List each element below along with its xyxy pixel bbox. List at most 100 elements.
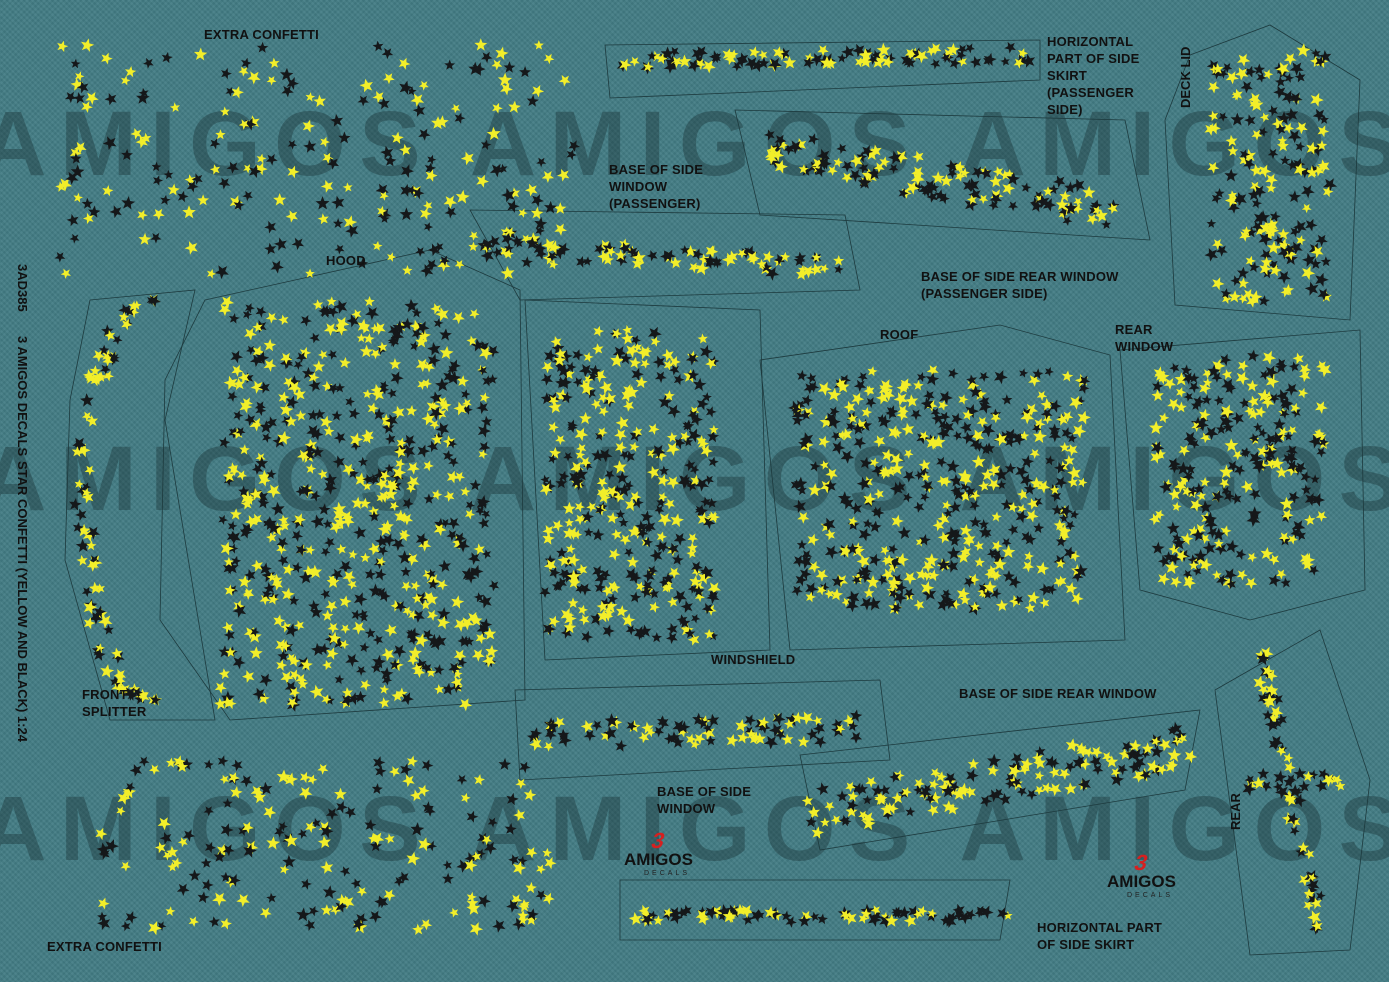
star-confetti-mark: [1004, 436, 1016, 448]
star-confetti-mark: [1219, 478, 1230, 489]
star-confetti-mark: [863, 587, 875, 598]
star-confetti-mark: [488, 580, 500, 592]
star-confetti-mark: [299, 483, 313, 498]
star-confetti-mark: [335, 316, 350, 331]
star-confetti-mark: [476, 174, 489, 188]
star-confetti-mark: [1317, 159, 1329, 171]
star-confetti-mark: [799, 567, 812, 581]
star-confetti-mark: [1320, 256, 1332, 267]
star-confetti-mark: [468, 241, 479, 252]
star-confetti-mark: [478, 517, 490, 529]
star-confetti-mark: [595, 505, 605, 515]
star-confetti-mark: [625, 567, 639, 582]
star-confetti-mark: [487, 235, 501, 249]
star-confetti-mark: [270, 573, 283, 585]
star-confetti-mark: [1309, 164, 1319, 175]
star-confetti-mark: [258, 692, 270, 705]
star-confetti-mark: [677, 475, 692, 490]
star-confetti-mark: [111, 651, 125, 664]
star-confetti-mark: [937, 558, 951, 571]
star-confetti-mark: [617, 483, 632, 497]
star-confetti-mark: [576, 443, 587, 454]
star-confetti-mark: [949, 57, 961, 70]
star-confetti-mark: [160, 194, 171, 206]
star-confetti-mark: [356, 886, 368, 897]
star-confetti-mark: [1230, 493, 1242, 505]
star-confetti-mark: [405, 552, 419, 566]
star-confetti-mark: [1027, 591, 1041, 604]
star-confetti-mark: [970, 429, 985, 443]
star-confetti-mark: [656, 53, 668, 65]
star-confetti-mark: [305, 92, 316, 102]
star-confetti-mark: [326, 296, 337, 307]
star-confetti-mark: [230, 508, 242, 520]
star-confetti-mark: [1219, 464, 1234, 479]
logo-sub: DECALS: [1127, 892, 1174, 899]
star-confetti-mark: [1253, 185, 1267, 199]
star-confetti-mark: [332, 218, 344, 229]
star-confetti-mark: [1063, 454, 1075, 466]
star-confetti-mark: [879, 914, 893, 929]
star-confetti-mark: [295, 673, 307, 686]
star-confetti-mark: [1243, 158, 1256, 171]
star-confetti-mark: [1159, 480, 1173, 494]
star-confetti-mark: [832, 440, 846, 455]
star-confetti-mark: [412, 187, 425, 200]
star-confetti-mark: [1259, 249, 1273, 262]
star-confetti-mark: [964, 485, 976, 497]
star-confetti-mark: [965, 404, 979, 419]
star-confetti-mark: [359, 323, 370, 334]
star-confetti-mark: [991, 588, 1002, 600]
star-confetti-mark: [1256, 72, 1267, 83]
star-confetti-mark: [1315, 511, 1328, 522]
star-confetti-mark: [1315, 234, 1328, 247]
star-confetti-mark: [1075, 755, 1085, 766]
star-confetti-mark: [937, 512, 950, 526]
star-confetti-mark: [869, 457, 880, 468]
star-confetti-mark: [348, 407, 361, 420]
star-confetti-mark: [952, 430, 963, 441]
star-confetti-mark: [1128, 760, 1141, 774]
star-confetti-mark: [590, 399, 602, 410]
star-confetti-mark: [415, 533, 429, 547]
star-confetti-mark: [888, 556, 902, 570]
star-confetti-mark: [927, 908, 937, 919]
star-confetti-mark: [648, 588, 660, 599]
star-confetti-mark: [1167, 725, 1178, 736]
star-confetti-mark: [392, 320, 407, 335]
star-confetti-mark: [827, 165, 838, 176]
star-confetti-mark: [797, 735, 810, 748]
star-confetti-mark: [1293, 767, 1307, 780]
star-confetti-mark: [97, 916, 111, 931]
star-confetti-mark: [588, 371, 599, 382]
star-confetti-mark: [959, 474, 972, 487]
star-confetti-mark: [364, 568, 377, 580]
star-confetti-mark: [1049, 758, 1060, 769]
star-confetti-mark: [299, 771, 311, 784]
star-confetti-mark: [919, 467, 930, 478]
star-confetti-mark: [869, 144, 882, 157]
star-confetti-mark: [653, 915, 664, 926]
star-confetti-mark: [870, 910, 882, 922]
star-confetti-mark: [159, 832, 172, 845]
star-confetti-mark: [1297, 841, 1309, 853]
star-confetti-mark: [690, 474, 702, 487]
star-confetti-mark: [278, 821, 288, 832]
star-confetti-mark: [469, 479, 482, 491]
star-confetti-mark: [1244, 405, 1255, 417]
star-confetti-mark: [1223, 490, 1235, 503]
star-confetti-mark: [740, 247, 752, 259]
star-confetti-mark: [625, 344, 639, 358]
star-confetti-mark: [411, 328, 423, 340]
star-confetti-mark: [943, 914, 957, 928]
star-confetti-mark: [482, 375, 494, 387]
star-confetti-mark: [1264, 365, 1279, 380]
star-confetti-mark: [706, 497, 717, 509]
star-confetti-mark: [959, 524, 973, 537]
star-confetti-mark: [473, 774, 485, 786]
star-confetti-mark: [638, 904, 650, 917]
star-confetti-mark: [1285, 774, 1297, 785]
star-confetti-mark: [851, 575, 862, 586]
star-confetti-mark: [1290, 402, 1301, 414]
star-confetti-mark: [941, 476, 952, 488]
